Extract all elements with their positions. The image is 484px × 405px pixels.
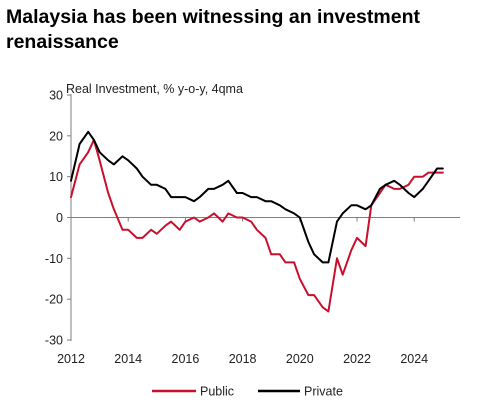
chart-title: Malaysia has been witnessing an investme… bbox=[6, 6, 420, 53]
x-tick-label: 2016 bbox=[172, 352, 200, 366]
legend: Public Private bbox=[152, 385, 343, 399]
x-tick-label: 2020 bbox=[286, 352, 314, 366]
legend-label-private: Private bbox=[304, 385, 343, 399]
y-tick-label: -20 bbox=[45, 293, 63, 307]
x-tick-label: 2012 bbox=[57, 352, 85, 366]
series-line-private bbox=[70, 130, 444, 264]
y-tick-label: -10 bbox=[45, 252, 63, 266]
x-tick-label: 2024 bbox=[400, 352, 428, 366]
legend-label-public: Public bbox=[200, 385, 234, 399]
y-tick-label: -30 bbox=[45, 334, 63, 348]
y-tick-label: 0 bbox=[56, 211, 63, 225]
x-tick-label: 2022 bbox=[343, 352, 371, 366]
y-tick-label: 10 bbox=[49, 170, 63, 184]
series-line-public bbox=[70, 138, 444, 313]
x-axis: 2012 2014 2016 2018 2020 2022 2024 bbox=[57, 217, 428, 366]
series-layer bbox=[70, 130, 444, 313]
x-tick-label: 2014 bbox=[114, 352, 142, 366]
x-tick-label: 2018 bbox=[229, 352, 257, 366]
y-tick-label: 20 bbox=[49, 129, 63, 143]
y-axis: 30 20 10 0 -10 -20 -30 bbox=[45, 89, 71, 348]
y-tick-label: 30 bbox=[49, 89, 63, 103]
y-axis-label: Real Investment, % y-o-y, 4qma bbox=[66, 82, 243, 96]
